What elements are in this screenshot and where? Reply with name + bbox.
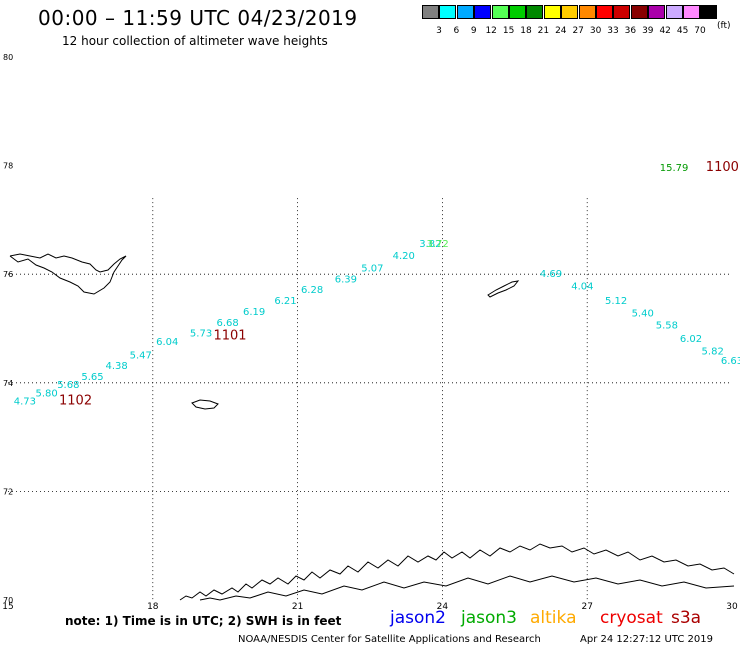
legend-label: 12 — [485, 26, 497, 36]
legend-swatch — [596, 5, 613, 19]
page-subtitle: 12 hour collection of altimeter wave hei… — [62, 34, 328, 48]
wave-height-value: 5.80 — [35, 388, 57, 399]
lon-tick-label: 30 — [726, 602, 738, 612]
legend-swatch — [491, 5, 509, 19]
norway-coast — [179, 543, 735, 601]
norway-coast-inner — [199, 575, 735, 601]
footer-timestamp: Apr 24 12:27:12 UTC 2019 — [580, 634, 713, 645]
wave-height-value: 6.68 — [216, 318, 238, 329]
lat-tick-label: 74 — [3, 379, 13, 388]
wave-height-value: 5.12 — [605, 296, 627, 307]
wave-height-value: 4.69 — [540, 269, 562, 280]
hopen-island — [487, 280, 520, 298]
wave-height-value: 4.38 — [105, 361, 127, 372]
wave-height-value: 6.04 — [156, 337, 178, 348]
wave-height-value: 5.40 — [632, 309, 654, 320]
wave-height-value: 6.21 — [274, 296, 296, 307]
legend-swatch — [456, 5, 474, 19]
track-labels: 1102 1101 1100 — [59, 160, 739, 408]
legend-swatch — [543, 5, 561, 19]
legend-swatch — [526, 5, 544, 19]
legend-label: 3 — [436, 26, 442, 36]
legend-swatch — [439, 5, 457, 19]
mission-cryosat: cryosat — [600, 608, 663, 628]
footer-credit: NOAA/NESDIS Center for Satellite Applica… — [238, 634, 541, 645]
wave-height-value: 6.02 — [680, 334, 702, 345]
bear-island — [191, 399, 219, 410]
lon-tick-label: 15 — [2, 602, 13, 612]
lon-tick-label: 21 — [292, 602, 303, 612]
wave-height-value: 5.73 — [190, 329, 212, 340]
footer-note: note: 1) Time is in UTC; 2) SWH is in fe… — [65, 614, 342, 628]
legend-label: 30 — [589, 26, 602, 36]
wave-height-value: 3.82 — [419, 239, 441, 250]
mission-jason3: jason3 — [461, 608, 517, 628]
legend-label: 15 — [502, 26, 515, 36]
legend-label: 42 — [659, 26, 671, 36]
legend-swatch — [630, 5, 648, 19]
legend-swatch — [474, 5, 492, 19]
lat-tick-label: 78 — [3, 162, 13, 171]
mission-jason2: jason2 — [390, 608, 446, 628]
coastline — [9, 253, 735, 601]
legend-label: 9 — [470, 26, 477, 36]
lat-tick-label: 70 — [3, 596, 13, 605]
wave-height-value: 4.73 — [14, 397, 36, 408]
legend-label: 36 — [624, 26, 637, 36]
axis-tick-labels: 15 18 21 24 27 30 80 78 76 74 72 70 — [2, 53, 738, 612]
legend-swatch — [613, 5, 631, 19]
wave-height-value: 5.07 — [361, 263, 383, 274]
track-id-label: 1101 — [213, 328, 246, 343]
legend-label: 24 — [555, 26, 567, 36]
legend-label: 21 — [537, 26, 550, 36]
wave-height-value: 4.20 — [393, 251, 415, 262]
lat-tick-label: 76 — [3, 270, 13, 279]
wave-height-value: 5.58 — [656, 321, 678, 332]
legend-swatch — [683, 5, 700, 19]
legend-swatch — [648, 5, 666, 19]
lon-tick-label: 18 — [147, 602, 159, 612]
wave-height-value: 4.04 — [571, 281, 593, 292]
legend-label: 33 — [607, 26, 619, 36]
legend-swatch — [700, 5, 718, 19]
observations: 4.735.805.685.654.385.47 6.04 5.73 6.68 6.19… — [14, 163, 740, 407]
page-title: 00:00 – 11:59 UTC 04/23/2019 — [38, 6, 358, 30]
legend-swatch — [561, 5, 579, 19]
wave-height-value: 3.72 — [426, 239, 448, 250]
lat-tick-label: 72 — [3, 487, 13, 496]
lon-tick-label: 27 — [581, 602, 592, 612]
lat-tick-label: 80 — [3, 53, 13, 62]
legend-swatch — [665, 5, 683, 19]
wave-height-value: 15.79 — [660, 163, 689, 174]
legend-label: 39 — [642, 26, 654, 36]
wave-height-value: 6.28 — [301, 285, 323, 296]
track-id-label: 1102 — [59, 394, 92, 409]
wave-height-value: 6.63 — [721, 356, 740, 367]
legend-label: 70 — [694, 26, 706, 36]
svalbard-coast — [9, 253, 127, 295]
legend-label: 45 — [676, 26, 689, 36]
legend-unit: (ft) — [717, 21, 731, 31]
wave-height-value: 6.19 — [243, 307, 265, 318]
legend-swatch — [509, 5, 526, 19]
wave-height-value: 5.68 — [57, 380, 79, 391]
track-id-label: 1100 — [706, 160, 739, 175]
wave-height-value: 5.65 — [81, 372, 103, 383]
wave-height-value: 6.39 — [335, 274, 357, 285]
legend-label: 27 — [572, 26, 584, 36]
legend-swatch — [422, 5, 439, 19]
legend-label: 18 — [520, 26, 532, 36]
mission-s3a: s3a — [671, 608, 702, 628]
wave-height-value: 5.47 — [130, 350, 152, 361]
wave-height-value: 5.82 — [702, 347, 724, 358]
legend-swatch — [578, 5, 596, 19]
mission-altika: altika — [530, 608, 577, 628]
graticule — [8, 198, 732, 600]
legend-label: 6 — [453, 26, 460, 36]
lon-tick-label: 24 — [437, 602, 449, 612]
